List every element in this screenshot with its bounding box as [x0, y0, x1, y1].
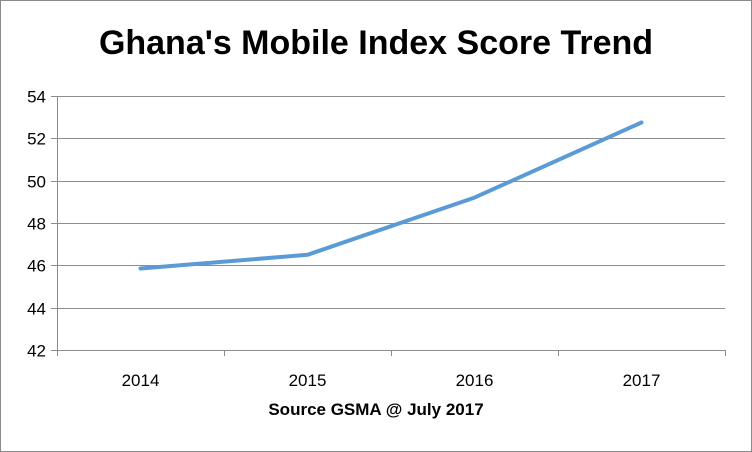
series-line [138, 120, 644, 271]
y-tick-label: 52 [27, 130, 46, 149]
x-tick-label: 2017 [623, 371, 661, 390]
x-axis-title: Source GSMA @ July 2017 [268, 400, 484, 419]
chart-title: Ghana's Mobile Index Score Trend [98, 24, 654, 62]
y-tick-label: 50 [27, 173, 46, 192]
y-tick-label: 48 [27, 215, 46, 234]
x-tick-label: 2014 [122, 371, 160, 390]
x-tick-label: 2016 [456, 371, 494, 390]
y-tick-label: 44 [27, 300, 46, 319]
x-tick-label: 2015 [289, 371, 327, 390]
y-tick-label: 42 [27, 342, 46, 361]
y-tick-label: 54 [27, 88, 46, 107]
y-tick-label: 46 [27, 257, 46, 276]
